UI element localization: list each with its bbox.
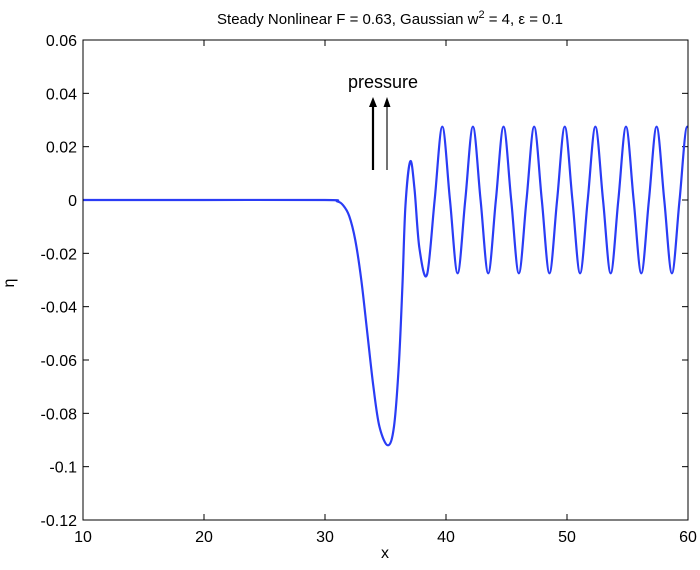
x-tick-label: 10 — [74, 529, 92, 546]
pressure-annotation: pressure — [348, 72, 418, 92]
chart-title: Steady Nonlinear F = 0.63, Gaussian w2 =… — [217, 9, 563, 28]
y-tick-label: 0 — [68, 193, 77, 210]
y-tick-label: -0.02 — [41, 246, 78, 263]
x-tick-label: 30 — [316, 529, 334, 546]
eta-series-line — [83, 125, 688, 447]
y-axis-label: η — [1, 279, 18, 288]
y-tick-label: -0.04 — [41, 300, 78, 317]
y-tick-label: -0.12 — [41, 513, 78, 530]
x-tick-label: 60 — [679, 529, 697, 546]
y-tick-label: -0.06 — [41, 353, 78, 370]
y-tick-label: -0.08 — [41, 406, 78, 423]
x-tick-label: 40 — [437, 529, 455, 546]
y-tick-label: 0.04 — [46, 86, 77, 103]
plot-frame — [82, 39, 689, 521]
x-tick-label: 20 — [195, 529, 213, 546]
y-tick-label: 0.02 — [46, 140, 77, 157]
x-axis-label: x — [381, 545, 389, 562]
y-tick-label: -0.1 — [49, 460, 77, 477]
y-tick-label: 0.06 — [46, 33, 77, 50]
x-tick-label: 50 — [558, 529, 576, 546]
arrowhead-icon — [369, 97, 377, 107]
arrowhead-icon — [383, 97, 391, 107]
